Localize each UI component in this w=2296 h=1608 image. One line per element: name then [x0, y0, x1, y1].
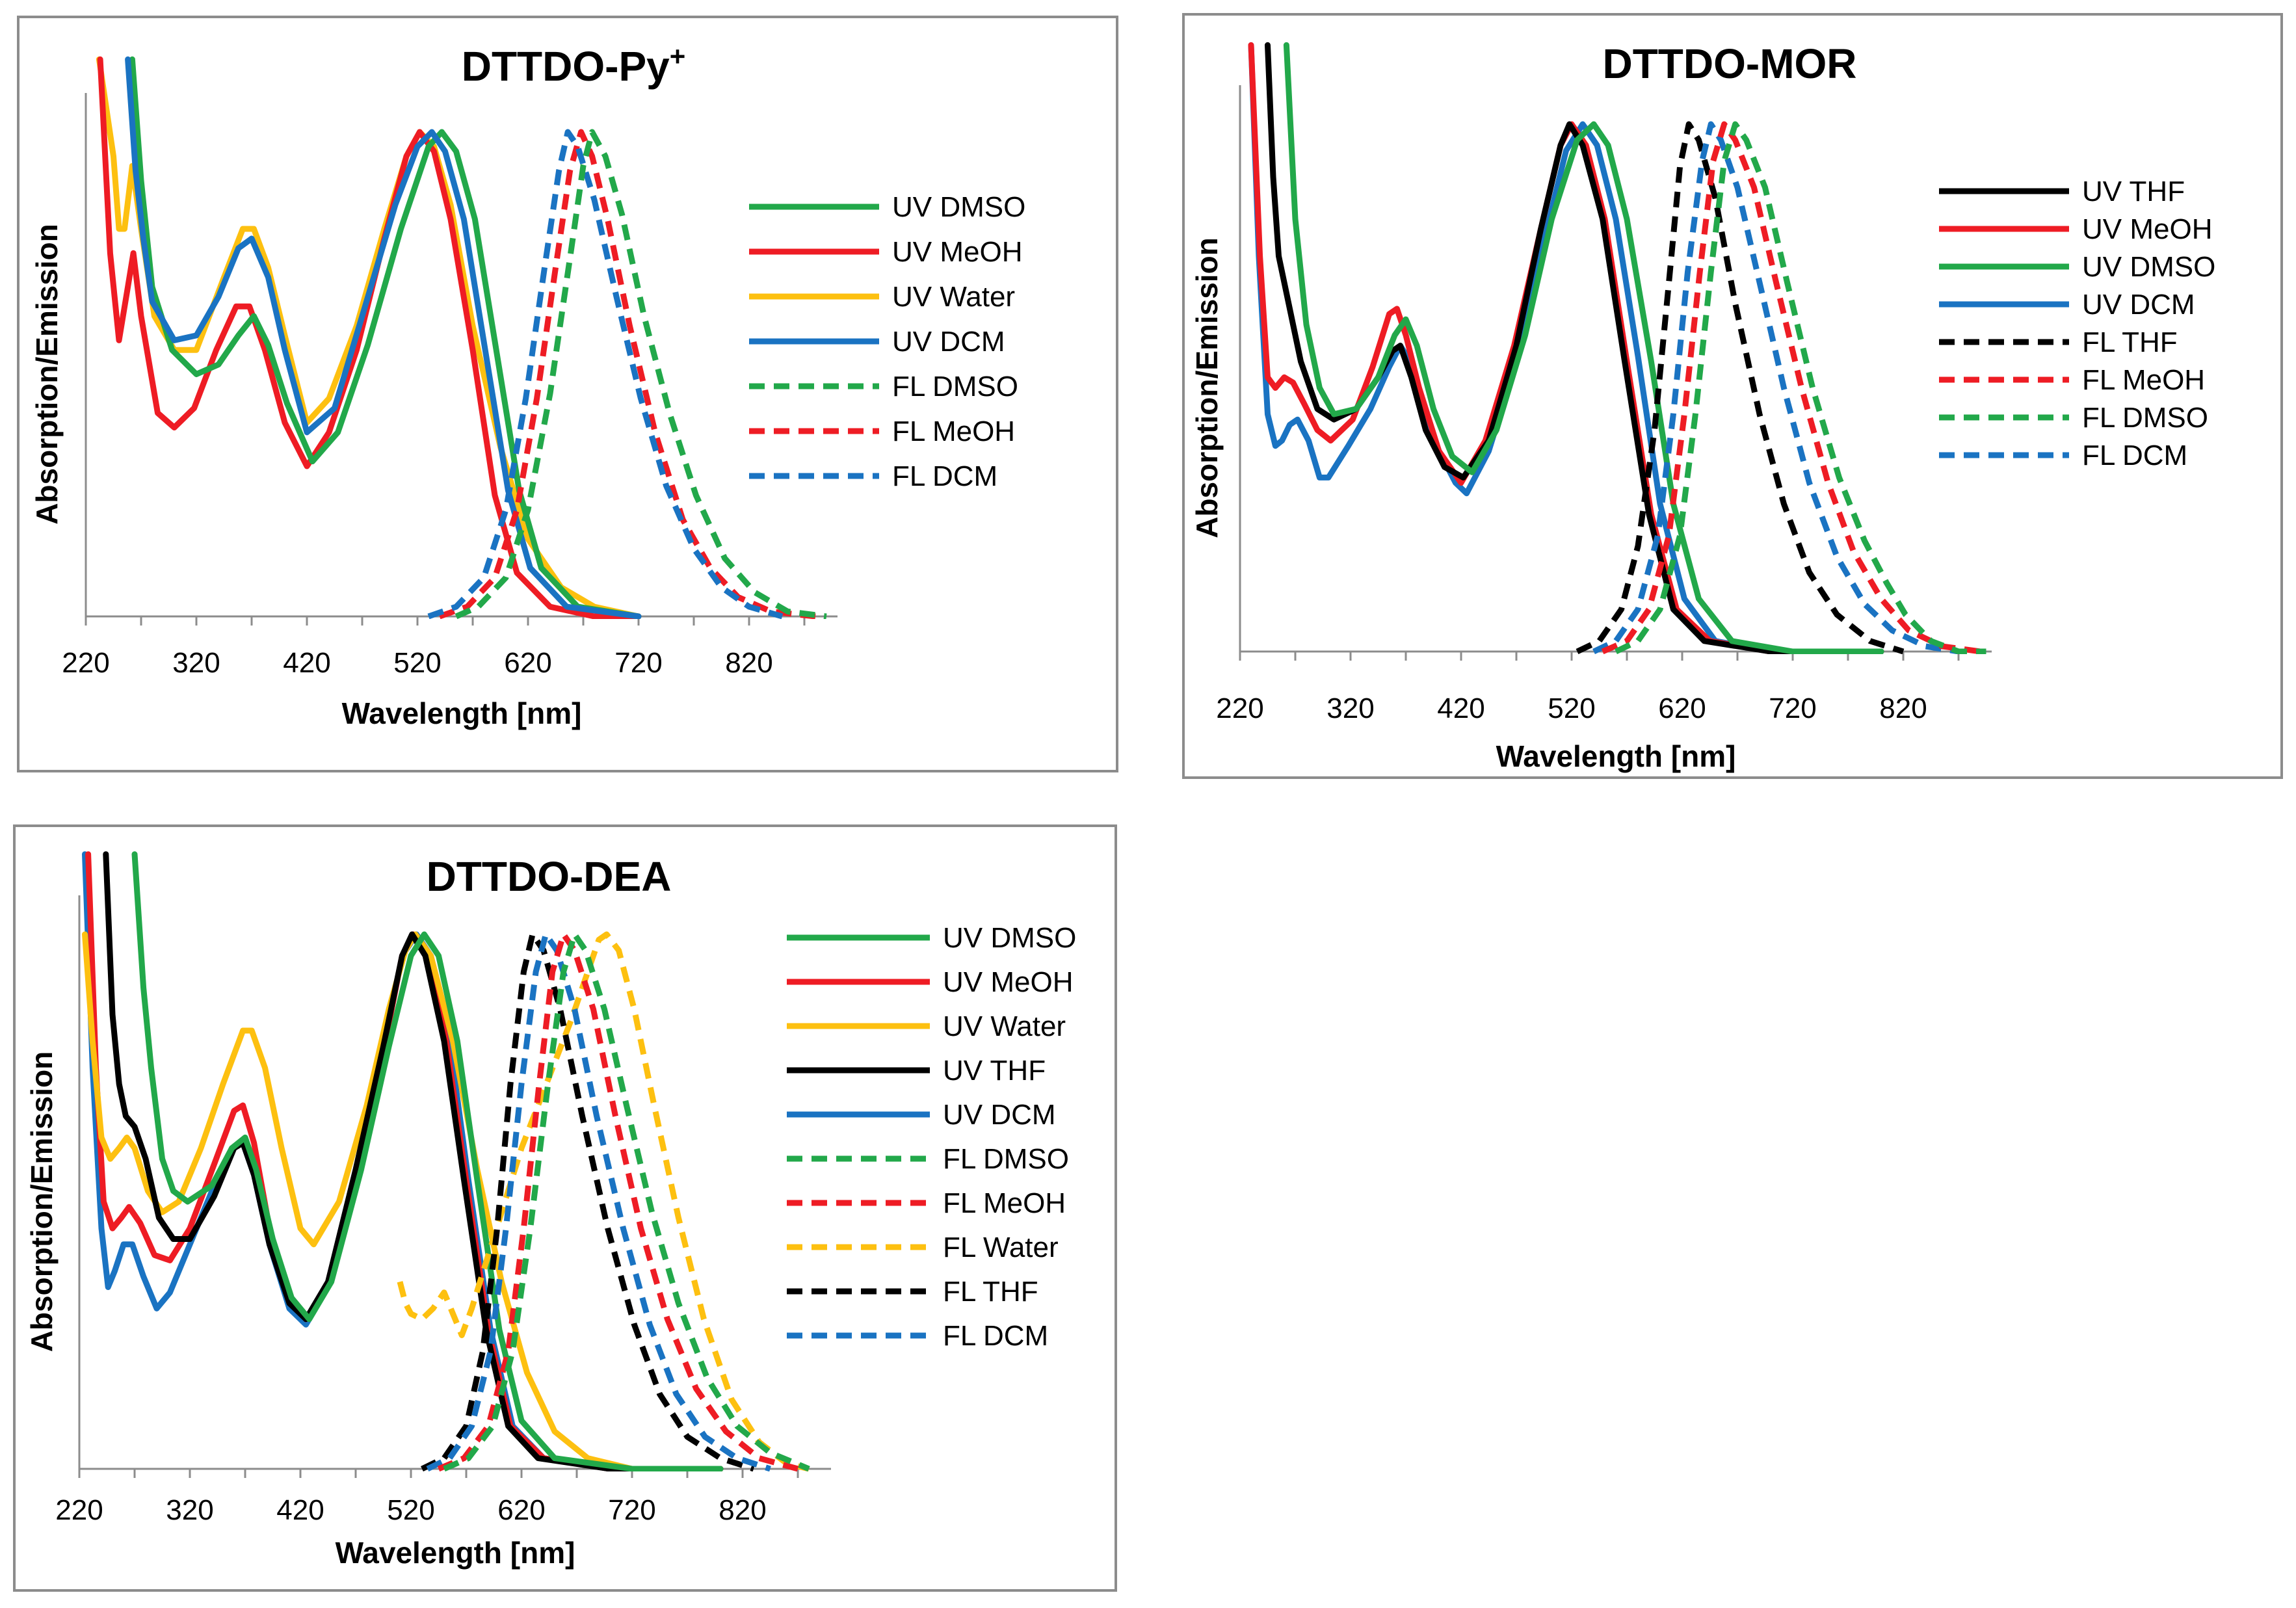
legend-label: UV Water	[892, 281, 1015, 313]
series-line-fl-meoh	[437, 931, 799, 1471]
legend-label: FL MeOH	[2082, 364, 2205, 396]
legend-label: UV MeOH	[2082, 213, 2212, 245]
legend-label: FL DCM	[892, 460, 997, 492]
series-line-fl-dcm	[427, 129, 784, 619]
x-tick-label: 620	[497, 1494, 545, 1526]
legend-label: UV MeOH	[943, 966, 1073, 998]
x-axis-title: Wavelength [nm]	[336, 1536, 575, 1570]
legend-label: FL DMSO	[892, 371, 1018, 402]
chart-title: DTTDO-MOR	[1602, 40, 1856, 87]
legend-label: UV THF	[2082, 176, 2185, 207]
legend-label: UV DCM	[892, 326, 1005, 358]
series-line-uv-dmso	[129, 56, 642, 619]
series-line-fl-dmso	[455, 129, 827, 619]
series-line-fl-dmso	[443, 931, 810, 1471]
x-tick-label: 320	[166, 1494, 213, 1526]
series-line-fl-dmso	[1615, 121, 1986, 654]
legend-label: UV MeOH	[892, 236, 1022, 268]
chart-title-superscript: +	[670, 41, 686, 72]
legend-label: UV DCM	[2082, 289, 2195, 321]
legend-label: FL Water	[943, 1232, 1059, 1263]
x-tick-label: 820	[719, 1494, 766, 1526]
series-line-uv-thf	[103, 851, 724, 1471]
series-group	[1248, 42, 1986, 654]
x-tick-label: 220	[1216, 692, 1263, 724]
x-tick-label: 220	[55, 1494, 103, 1526]
x-tick-label: 420	[1437, 692, 1484, 724]
legend-label: FL DMSO	[2082, 402, 2208, 434]
chart-title: DTTDO-Py+	[462, 41, 686, 90]
y-axis-title: Absorption/Emission	[30, 224, 64, 525]
x-tick-label: 520	[1548, 692, 1595, 724]
series-line-uv-dcm	[125, 56, 642, 619]
x-tick-label: 320	[1326, 692, 1374, 724]
x-tick-label: 620	[1658, 692, 1706, 724]
legend-label: FL DCM	[943, 1320, 1048, 1352]
x-tick-label: 620	[504, 647, 551, 679]
series-line-fl-meoh	[1601, 121, 1981, 654]
chart-title: DTTDO-DEA	[427, 853, 672, 900]
x-tick-label: 720	[614, 647, 662, 679]
legend-label: FL THF	[943, 1276, 1038, 1308]
legend-label: FL DMSO	[943, 1143, 1069, 1175]
series-line-fl-dcm	[1592, 121, 1959, 654]
series-line-fl-thf	[1576, 121, 1905, 654]
chart-dttdo-mor: DTTDO-MOR 220 320 420 520 620 720 820 Wavelengt…	[1190, 40, 2215, 773]
x-tick-label: 520	[387, 1494, 434, 1526]
series-line-uv-meoh	[97, 56, 642, 619]
legend-label: UV DMSO	[892, 191, 1025, 223]
legend-label: FL DCM	[2082, 440, 2187, 471]
x-tick-label: 520	[393, 647, 441, 679]
chart-panel-dttdo-py: DTTDO-Py+ 220 320 420 520 620 720 820 Wavelengt…	[17, 16, 1118, 772]
x-tick-label: 420	[283, 647, 330, 679]
chart-dttdo-dea: DTTDO-DEA 220 320 420 520 620 720 820 Wavelengt…	[25, 851, 1076, 1570]
chart-panel-dttdo-dea: DTTDO-DEA 220 320 420 520 620 720 820 Wavelengt…	[13, 824, 1117, 1592]
series-line-fl-meoh	[438, 129, 816, 619]
series-line-uv-thf	[1265, 42, 1884, 654]
legend-label: UV THF	[943, 1055, 1046, 1087]
x-axis-title: Wavelength [nm]	[1496, 739, 1736, 773]
series-line-uv-water	[82, 931, 724, 1471]
x-tick-label: 820	[725, 647, 772, 679]
chart-dttdo-py: DTTDO-Py+ 220 320 420 520 620 720 820 Wavelengt…	[30, 41, 1025, 731]
series-line-uv-dmso	[1283, 42, 1884, 654]
x-tick-label: 720	[608, 1494, 655, 1526]
x-tick-label: 720	[1769, 692, 1816, 724]
legend-label: UV DCM	[943, 1099, 1056, 1131]
legend-label: UV DMSO	[943, 922, 1076, 954]
x-tick-label: 320	[172, 647, 220, 679]
legend-label: UV DMSO	[2082, 251, 2215, 283]
legend-label: UV Water	[943, 1010, 1066, 1042]
x-tick-label: 220	[62, 647, 109, 679]
y-axis-title: Absorption/Emission	[25, 1051, 59, 1352]
legend-label: FL MeOH	[943, 1187, 1066, 1219]
legend-label: FL MeOH	[892, 415, 1015, 447]
series-line-fl-water	[397, 931, 810, 1471]
x-axis-title: Wavelength [nm]	[342, 696, 582, 730]
legend-label: FL THF	[2082, 326, 2178, 358]
x-tick-label: 420	[276, 1494, 324, 1526]
series-group	[96, 56, 827, 619]
y-axis-title: Absorption/Emission	[1190, 237, 1224, 538]
series-group	[82, 851, 810, 1471]
x-tick-label: 820	[1879, 692, 1927, 724]
chart-panel-dttdo-mor: DTTDO-MOR 220 320 420 520 620 720 820 Wavelengt…	[1182, 13, 2283, 779]
